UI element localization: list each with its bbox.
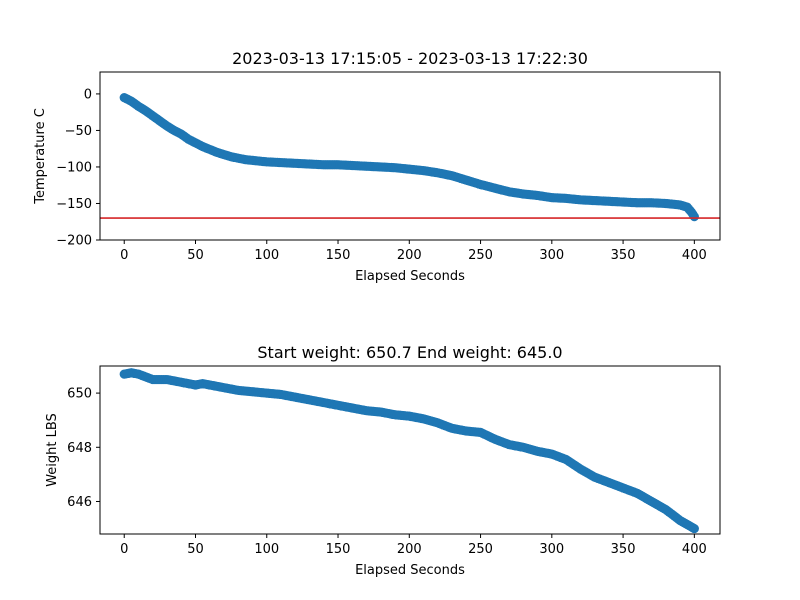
weight-subplot: Start weight: 650.7 End weight: 645.0 El…	[45, 343, 721, 578]
temperature-xtick-label: 400	[682, 248, 707, 263]
temperature-xtick-label: 50	[187, 248, 204, 263]
weight-xtick-label: 350	[611, 542, 636, 557]
weight-xtick-label: 300	[539, 542, 564, 557]
weight-xlabel: Elapsed Seconds	[355, 563, 465, 578]
temperature-ytick-label: 0	[84, 87, 92, 102]
temperature-axes-frame	[99, 71, 721, 241]
temperature-ytick-label: −100	[56, 160, 92, 175]
temperature-xtick-label: 200	[397, 248, 422, 263]
weight-xtick-label: 50	[187, 542, 204, 557]
weight-ytick-label: 650	[67, 387, 92, 402]
temperature-xtick-label: 300	[539, 248, 564, 263]
temperature-xtick-label: 100	[254, 248, 279, 263]
temperature-data-point	[689, 212, 699, 222]
weight-ytick-label: 648	[67, 441, 92, 456]
temperature-xtick-label: 0	[120, 248, 128, 263]
temperature-xtick-label: 250	[468, 248, 493, 263]
weight-ytick-label: 646	[67, 495, 92, 510]
weight-axes-frame	[99, 365, 721, 535]
weight-title: Start weight: 650.7 End weight: 645.0	[257, 343, 562, 362]
weight-xtick-label: 250	[468, 542, 493, 557]
temperature-ytick-label: −50	[65, 124, 92, 139]
temperature-xlabel: Elapsed Seconds	[355, 269, 465, 284]
temperature-xtick-label: 150	[326, 248, 351, 263]
temperature-ytick-label: −150	[56, 197, 92, 212]
weight-xtick-label: 100	[254, 542, 279, 557]
weight-ylabel: Weight LBS	[45, 413, 60, 487]
temperature-ylabel: Temperature C	[33, 108, 48, 205]
weight-xtick-label: 400	[682, 542, 707, 557]
temperature-subplot: 2023-03-13 17:15:05 - 2023-03-13 17:22:3…	[33, 49, 721, 284]
temperature-title: 2023-03-13 17:15:05 - 2023-03-13 17:22:3…	[232, 49, 588, 68]
temperature-xtick-label: 350	[611, 248, 636, 263]
weight-xtick-label: 200	[397, 542, 422, 557]
weight-data-point	[689, 523, 699, 534]
temperature-ytick-label: −200	[56, 234, 92, 249]
weight-xtick-label: 150	[326, 542, 351, 557]
weight-xtick-label: 0	[120, 542, 128, 557]
